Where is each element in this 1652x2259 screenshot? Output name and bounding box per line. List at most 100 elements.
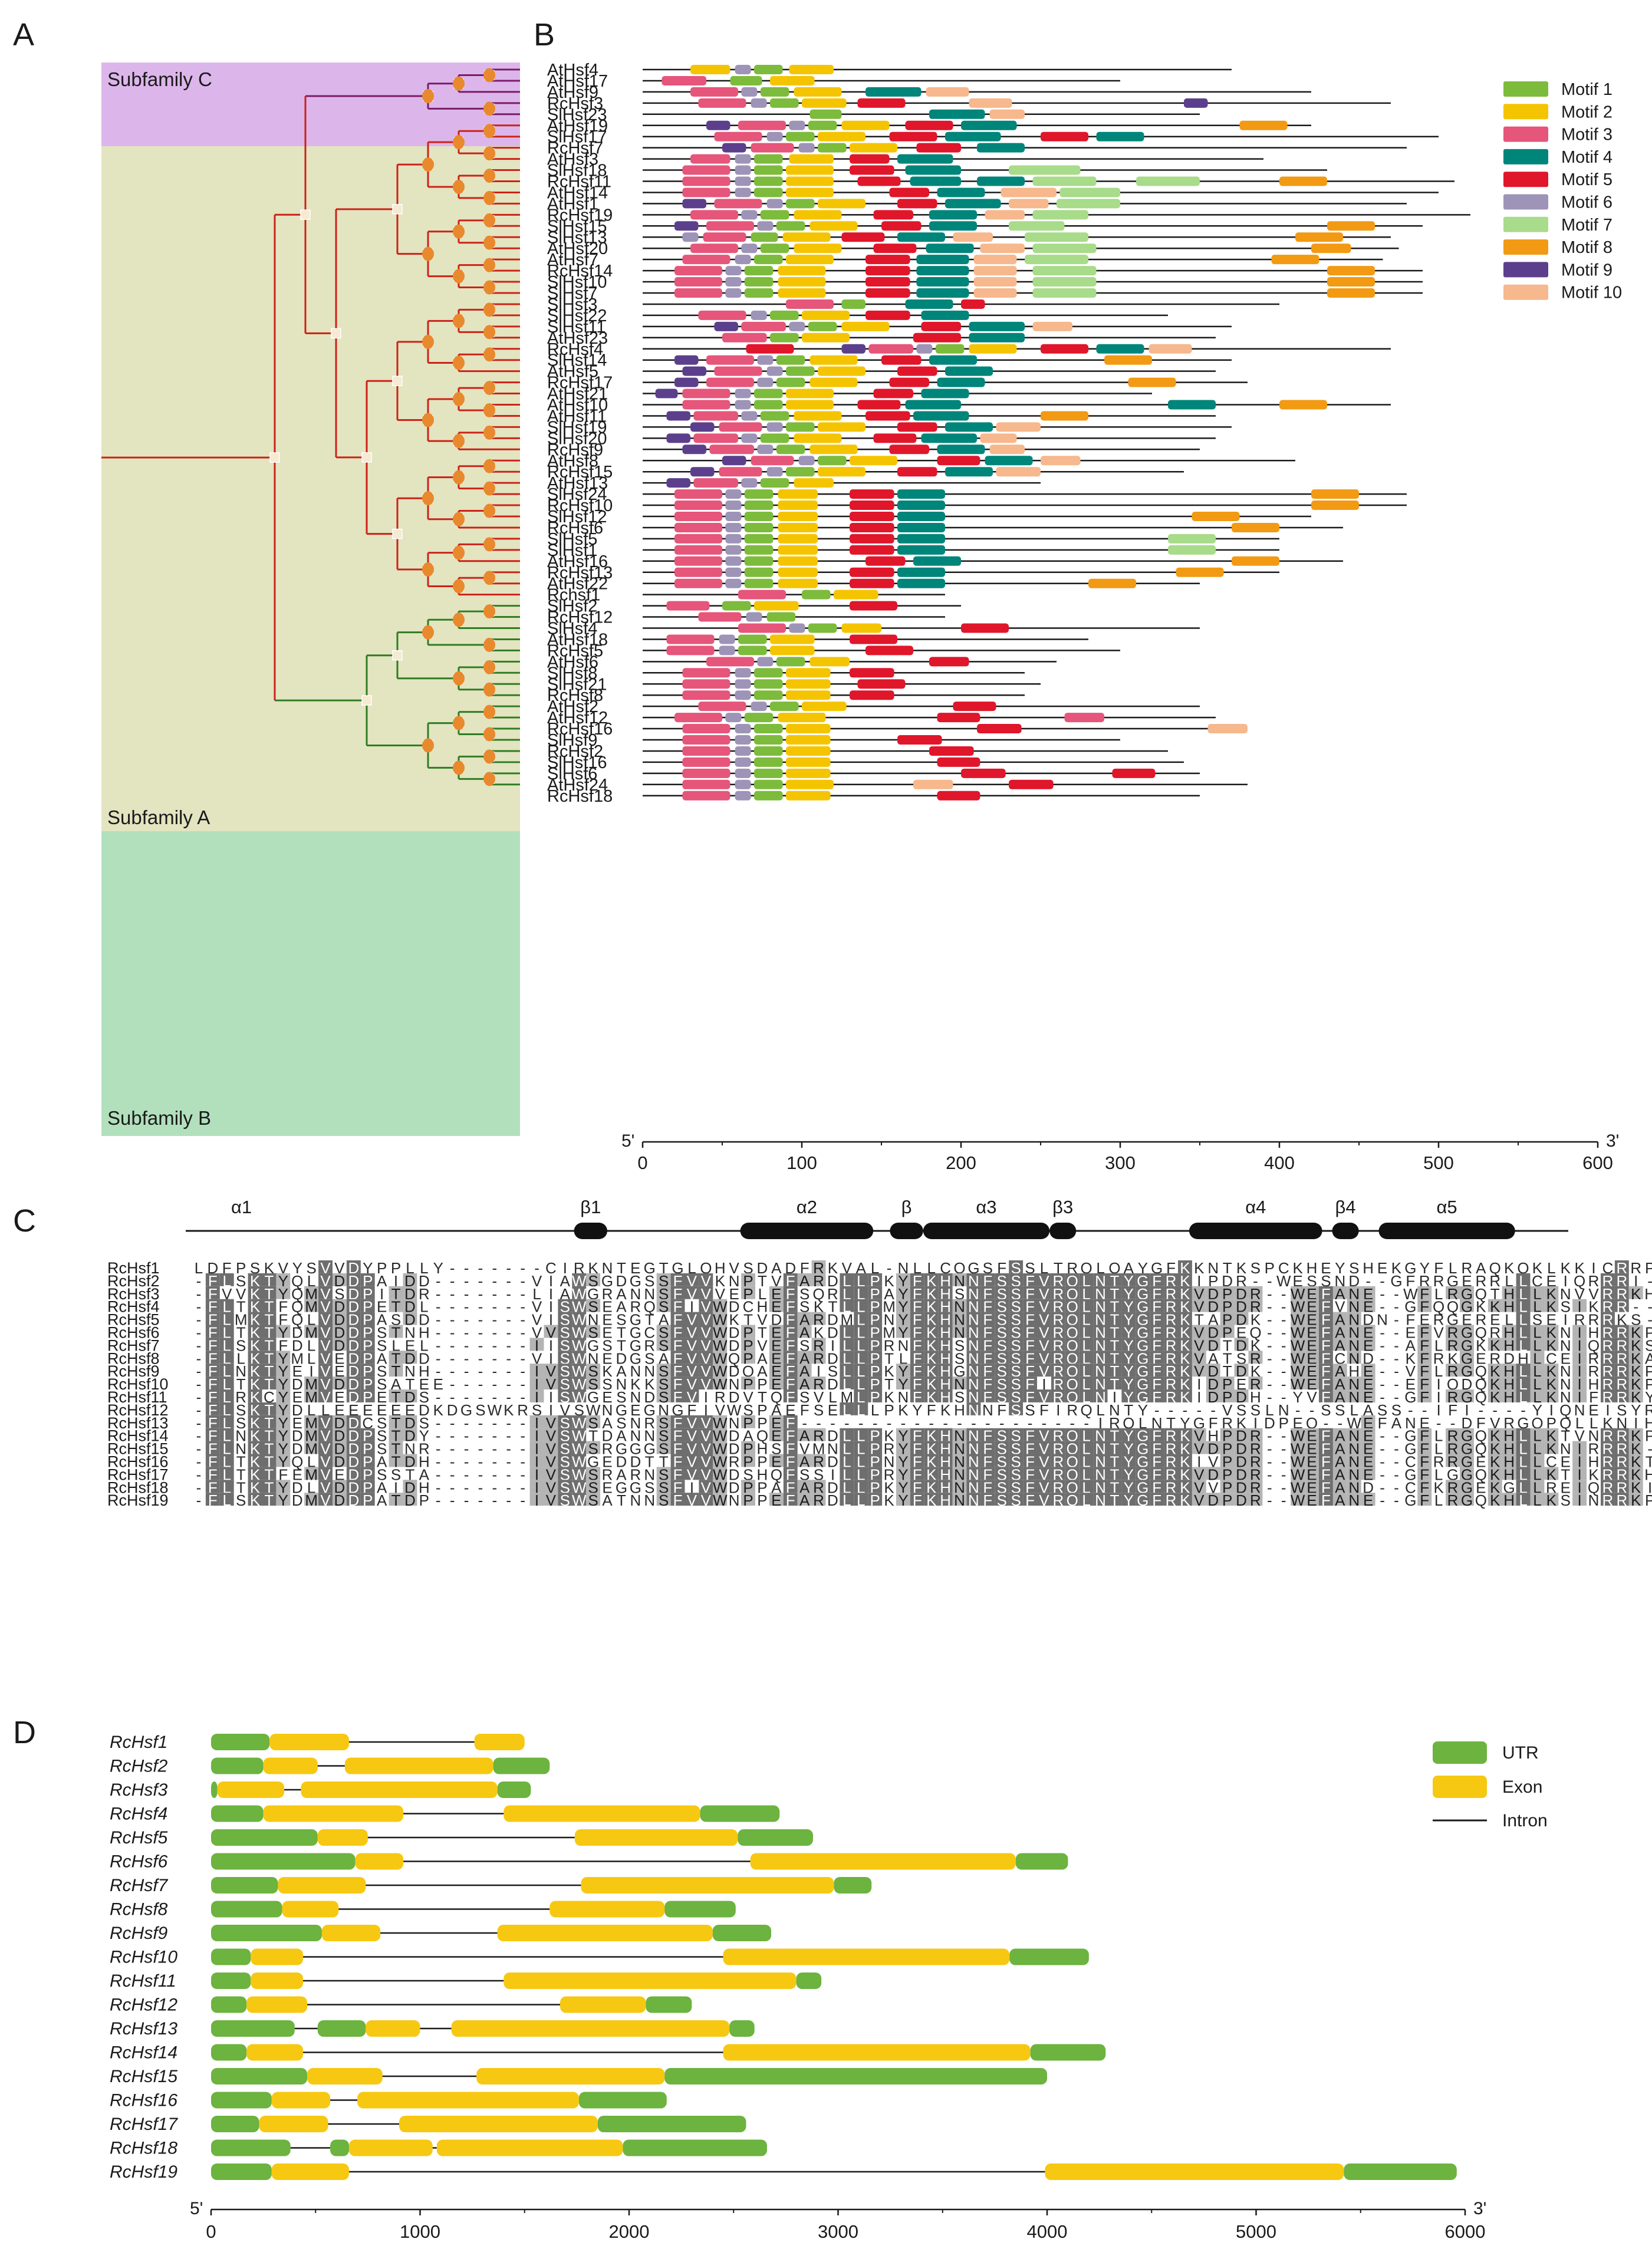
bootstrap-node — [453, 579, 465, 594]
motif-box — [682, 724, 730, 734]
motif-box — [770, 75, 815, 85]
motif-box — [897, 467, 937, 477]
motif-box — [735, 176, 751, 186]
alignment-residue: - — [464, 1259, 469, 1277]
alignment-shade — [924, 1273, 939, 1286]
bootstrap-node — [422, 562, 434, 577]
gene-structure-label: RcHsf9 — [110, 1924, 168, 1943]
motif-box — [809, 657, 850, 667]
motif-box — [682, 366, 706, 376]
alignment-residue: K — [884, 1272, 894, 1290]
motif-box — [850, 154, 890, 164]
gene-label: AtHsf7 — [547, 251, 598, 269]
alignment-shade — [262, 1273, 277, 1286]
motif-box — [809, 109, 842, 119]
alignment-residue: S — [1349, 1259, 1359, 1277]
alignment-residue: D — [757, 1259, 768, 1277]
motif-box — [682, 444, 706, 455]
alignment-residue: T — [1223, 1259, 1232, 1277]
motif-box — [698, 702, 746, 712]
motif-box — [873, 243, 917, 253]
alignment-residue: C — [1602, 1259, 1614, 1277]
gene-label: SlHsf3 — [547, 295, 597, 314]
alignment-residue: I — [549, 1272, 553, 1290]
structure-element — [890, 1223, 923, 1239]
motif-box — [778, 534, 818, 544]
motif-box — [1032, 210, 1088, 220]
alignment-residue: Y — [1138, 1259, 1148, 1277]
exon-box — [344, 1757, 493, 1774]
motif-box — [735, 187, 751, 197]
alignment-residue: T — [391, 1491, 401, 1509]
motif-box — [1009, 779, 1054, 789]
bootstrap-node — [453, 760, 465, 775]
motif-box — [794, 243, 842, 253]
motif-box — [916, 266, 969, 276]
motif-box — [850, 456, 897, 466]
alignment-residue: - — [492, 1259, 498, 1277]
gene-label: RcHsf3 — [547, 94, 603, 113]
exon-box — [217, 1781, 285, 1798]
motif-box — [674, 489, 722, 499]
motif-axis-tick-label: 0 — [637, 1152, 647, 1173]
alignment-residue: T — [1110, 1491, 1120, 1509]
motif-box — [706, 120, 730, 130]
alignment-residue: M — [305, 1491, 318, 1509]
alignment-residue: V — [771, 1272, 782, 1290]
gene-label: SlHsf4 — [547, 620, 597, 638]
motif-box — [916, 143, 961, 153]
alignment-residue: R — [1067, 1259, 1078, 1277]
exon-legend-swatch — [1433, 1776, 1487, 1798]
alignment-residue: G — [630, 1272, 641, 1290]
motif-box — [1041, 344, 1088, 354]
motif-box — [857, 400, 901, 410]
motif-box — [786, 467, 815, 477]
motif-box — [809, 444, 858, 455]
structure-element — [1049, 1223, 1077, 1239]
motif-box — [725, 288, 742, 298]
alignment-residue: K — [926, 1272, 937, 1290]
motif-box — [735, 791, 751, 801]
bootstrap-box — [361, 452, 372, 463]
motif-box — [841, 299, 866, 309]
bootstrap-node — [483, 503, 495, 518]
exon-box — [263, 1757, 318, 1774]
motif-box — [738, 623, 786, 633]
utr-box — [211, 1805, 264, 1822]
exon-box — [504, 1805, 700, 1822]
motif-box — [786, 746, 831, 756]
motif-box — [866, 646, 913, 656]
bootstrap-node — [453, 392, 465, 407]
motif-box — [725, 534, 742, 544]
motif-box — [921, 310, 969, 320]
motif-box — [744, 713, 774, 723]
structure-label: α1 — [231, 1197, 252, 1217]
alignment-residue: T — [265, 1272, 274, 1290]
alignment-residue: D — [785, 1259, 796, 1277]
alignment-residue: N — [954, 1491, 965, 1509]
motif-box — [786, 165, 834, 175]
motif-box — [1271, 255, 1319, 265]
exon-box — [251, 1972, 303, 1989]
alignment-residue: F — [913, 1491, 922, 1509]
motif-box — [1032, 277, 1097, 287]
alignment-residue: - — [506, 1272, 511, 1290]
motif-box — [722, 456, 746, 466]
motif-box — [897, 500, 945, 511]
alignment-residue: L — [1096, 1259, 1104, 1277]
bootstrap-node — [483, 381, 495, 396]
motif-box — [751, 232, 778, 242]
bootstrap-node — [422, 334, 434, 349]
alignment-residue: S — [250, 1259, 260, 1277]
motif-box — [674, 288, 722, 298]
motif-box — [766, 199, 783, 209]
panel-label-c: C — [13, 1203, 36, 1239]
motif-box — [674, 567, 722, 577]
motif-box — [808, 120, 837, 130]
alignment-residue: - — [436, 1491, 441, 1509]
alignment-residue: D — [334, 1272, 345, 1290]
gene-axis-tick-label: 3000 — [818, 2221, 858, 2242]
bootstrap-node — [483, 481, 495, 496]
motif-box — [682, 255, 730, 265]
